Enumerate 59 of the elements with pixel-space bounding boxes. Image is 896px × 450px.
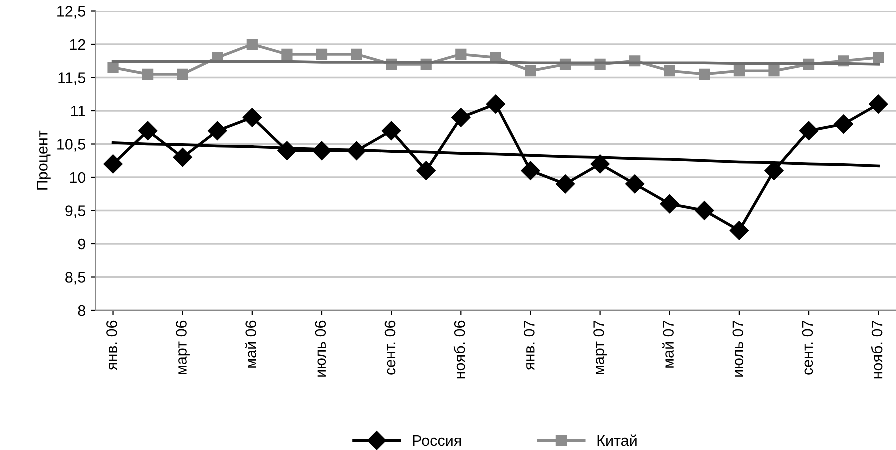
y-tick-label: 11,5 (58, 72, 86, 86)
point (246, 38, 258, 50)
point (556, 174, 576, 194)
point (104, 154, 123, 174)
point (664, 66, 676, 77)
x-tick-label: сент. 06 (384, 320, 396, 375)
x-tick-label: май 07 (662, 320, 674, 368)
point (142, 68, 154, 80)
point (590, 154, 610, 174)
x-tick-label: янв. 07 (524, 320, 535, 370)
point (699, 68, 710, 80)
point (695, 201, 714, 220)
point (452, 108, 471, 128)
point (382, 121, 402, 140)
y-axis-title: Процент (37, 130, 51, 190)
x-tick-label: май 06 (245, 320, 257, 368)
point (521, 161, 540, 180)
legend-label: Россия (413, 436, 462, 446)
point (660, 194, 680, 214)
point (734, 66, 746, 77)
legend-label: Китай (598, 434, 637, 446)
point (456, 48, 467, 60)
point (873, 52, 884, 64)
x-tick-label: сент. 07 (802, 320, 814, 375)
point (869, 94, 888, 114)
x-tick-label: июль 06 (315, 320, 326, 377)
point (626, 174, 645, 194)
point (486, 94, 506, 114)
y-tick-label: 8 (78, 305, 86, 316)
y-tick-label: 10 (70, 172, 86, 184)
point (351, 48, 362, 60)
x-tick-label: июль 07 (732, 320, 744, 377)
x-tick-label: март 07 (594, 320, 608, 375)
point (730, 221, 749, 240)
point (316, 48, 328, 60)
point (416, 161, 436, 180)
y-tick-label: 9 (78, 238, 86, 250)
y-tick-label: 11 (71, 106, 86, 117)
point (525, 66, 536, 77)
point (768, 66, 780, 77)
point (242, 108, 262, 128)
point (834, 114, 854, 134)
y-tick-label: 10,5 (58, 139, 86, 152)
point (138, 121, 158, 140)
x-tick-label: март 06 (176, 320, 190, 375)
point (282, 48, 293, 60)
y-tick-label: 9,5 (66, 206, 86, 218)
point (799, 121, 819, 140)
point (764, 161, 784, 180)
x-tick-label: нояб. 06 (454, 320, 466, 379)
y-tick-label: 12 (70, 39, 86, 50)
y-tick-label: 8,5 (66, 272, 86, 285)
point (108, 62, 119, 74)
x-tick-label: нояб. 07 (871, 320, 883, 379)
y-tick-label: 12,5 (58, 6, 86, 19)
point (173, 148, 192, 168)
x-tick-label: янв. 06 (106, 320, 118, 370)
point (177, 68, 188, 80)
point (208, 121, 228, 140)
